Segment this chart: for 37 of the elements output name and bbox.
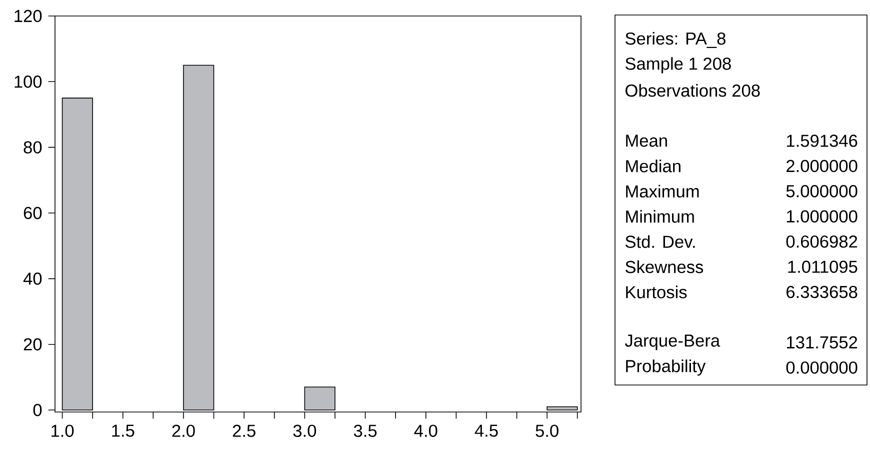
x-tick-label: 3.5 xyxy=(354,424,377,437)
text: 131.7552 xyxy=(786,336,858,349)
text: 6.333658 xyxy=(786,286,858,298)
text: Skewness xyxy=(626,260,704,274)
text: Std. Dev. xyxy=(626,235,695,248)
y-tick-label: 20 xyxy=(24,338,42,350)
y-tick-label: 80 xyxy=(24,141,42,154)
x-tick-label: 5.0 xyxy=(536,424,558,437)
text: 1.591346 xyxy=(786,134,858,147)
text: Observations 208 xyxy=(626,84,760,97)
x-tick-label: 2.0 xyxy=(172,424,195,437)
text: 1.011095 xyxy=(788,260,858,273)
text: 5.000000 xyxy=(786,185,858,198)
text: 0.000000 xyxy=(786,361,858,374)
text: Jarque-Bera xyxy=(624,334,720,350)
x-tick-label: 3.0 xyxy=(293,424,316,437)
y-tick-label: 120 xyxy=(14,10,42,22)
y-tick-label: 100 xyxy=(14,76,42,88)
text: 1.000000 xyxy=(786,210,858,223)
x-tick-label: 1.5 xyxy=(112,424,134,437)
text: Mean xyxy=(626,134,667,147)
y-tick-label: 60 xyxy=(24,206,42,220)
x-tick-label: 4.0 xyxy=(414,424,438,437)
text: Minimum xyxy=(626,210,694,223)
x-tick-label: 4.5 xyxy=(474,424,498,437)
text: Sample 1 208 xyxy=(626,57,731,74)
text: 2.000000 xyxy=(786,160,858,172)
y-tick-label: 40 xyxy=(23,272,42,285)
text: Probability xyxy=(626,360,706,376)
text: Median xyxy=(626,160,680,172)
text: 0.606982 xyxy=(786,235,858,248)
x-tick-label: 2.5 xyxy=(232,424,256,437)
text: Kurtosis xyxy=(626,286,687,298)
x-tick-label: 1.0 xyxy=(52,424,74,437)
text: Maximum xyxy=(626,184,699,198)
y-tick-label: 0 xyxy=(33,404,42,416)
text: Series: PA_8 xyxy=(626,32,726,48)
